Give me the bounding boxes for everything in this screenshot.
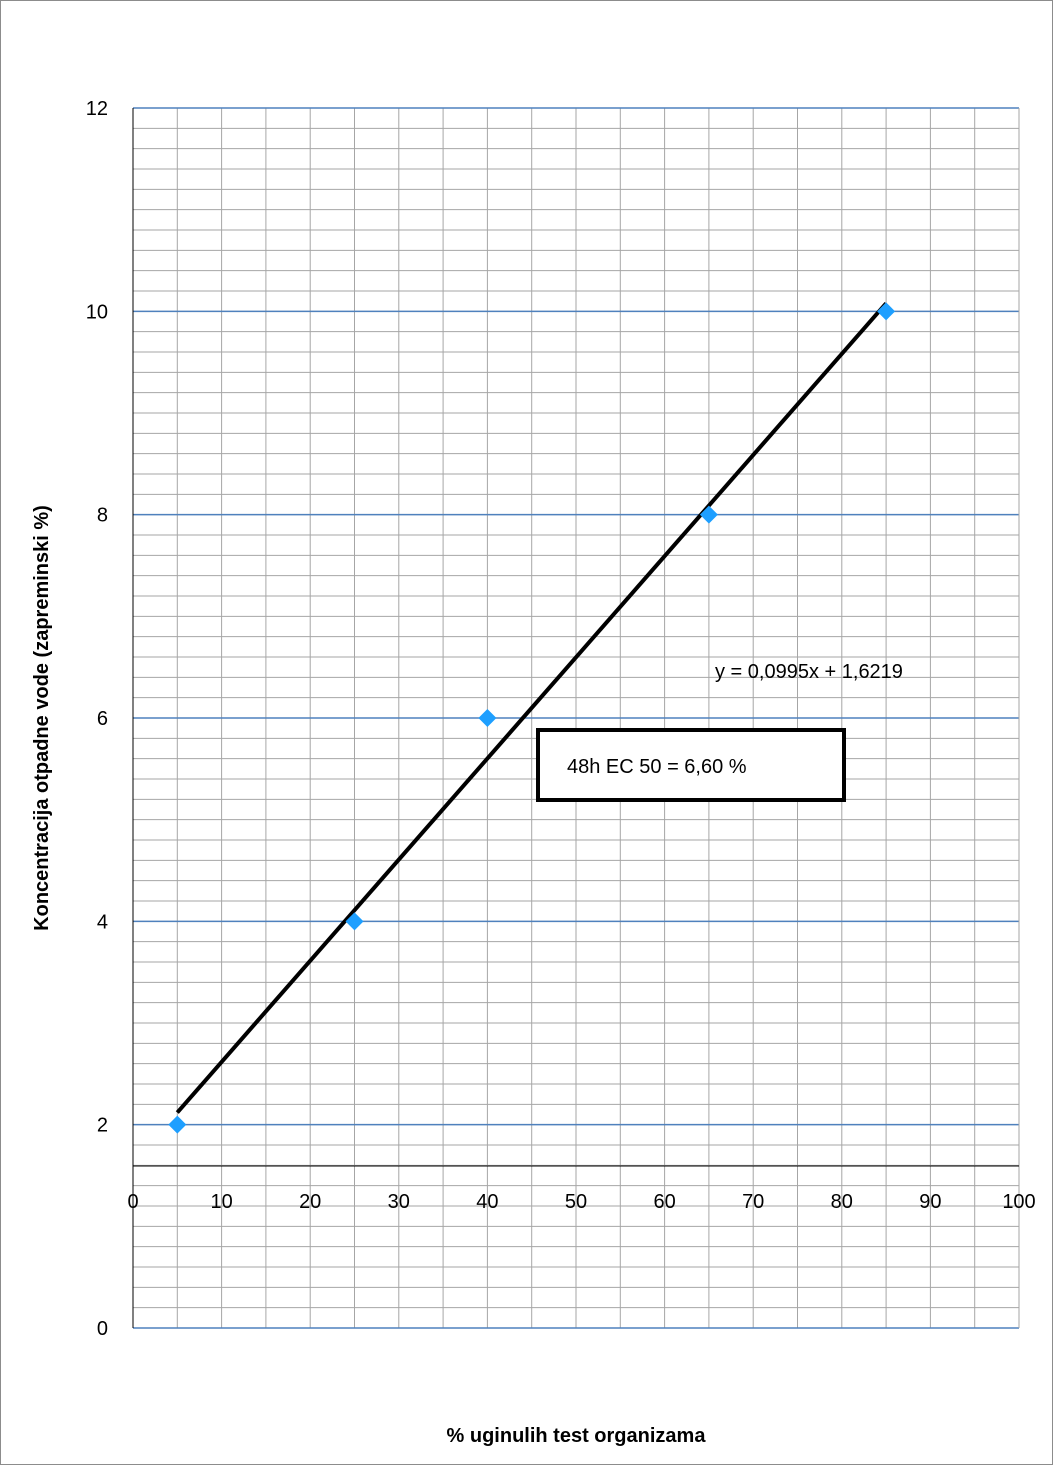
x-tick-label: 60 [653,1191,675,1213]
x-tick-labels: 0 10 20 30 40 50 60 70 80 90 100 [127,1191,1035,1213]
data-point [345,912,364,931]
x-tick-label: 0 [127,1191,138,1213]
data-point [168,1115,187,1134]
y-tick-label: 8 [97,505,108,527]
x-tick-label: 50 [565,1191,587,1213]
trendline-group [175,301,888,1114]
x-tick-label: 100 [1002,1191,1035,1213]
x-tick-label: 70 [742,1191,764,1213]
x-tick-label: 30 [388,1191,410,1213]
y-tick-labels: 0 2 4 6 8 10 12 [86,98,108,1340]
y-tick-label: 0 [97,1318,108,1340]
y-tick-label: 2 [97,1115,108,1137]
x-tick-label: 90 [919,1191,941,1213]
data-point [478,709,497,727]
data-point [699,505,718,524]
trendline-equation: y = 0,0995x + 1,6219 [715,661,903,683]
y-axis-title: Koncentracija otpadne vode (zapreminski … [31,505,53,931]
y-tick-label: 4 [97,911,108,933]
major-gridlines [133,107,1019,1329]
x-axis-title: % uginulih test organizama [447,1425,707,1447]
y-tick-label: 10 [86,301,108,323]
result-box [536,728,846,802]
y-tick-label: 12 [86,98,108,120]
trendline [175,301,888,1114]
data-points [168,302,896,1134]
y-tick-label: 6 [97,708,108,730]
x-tick-label: 10 [210,1191,232,1213]
x-tick-label: 80 [831,1191,853,1213]
ec50-result-label: 48h EC 50 = 6,60 % [567,756,747,778]
axes [132,108,1020,1328]
x-tick-label: 20 [299,1191,321,1213]
data-point [877,302,896,321]
x-tick-label: 40 [476,1191,498,1213]
